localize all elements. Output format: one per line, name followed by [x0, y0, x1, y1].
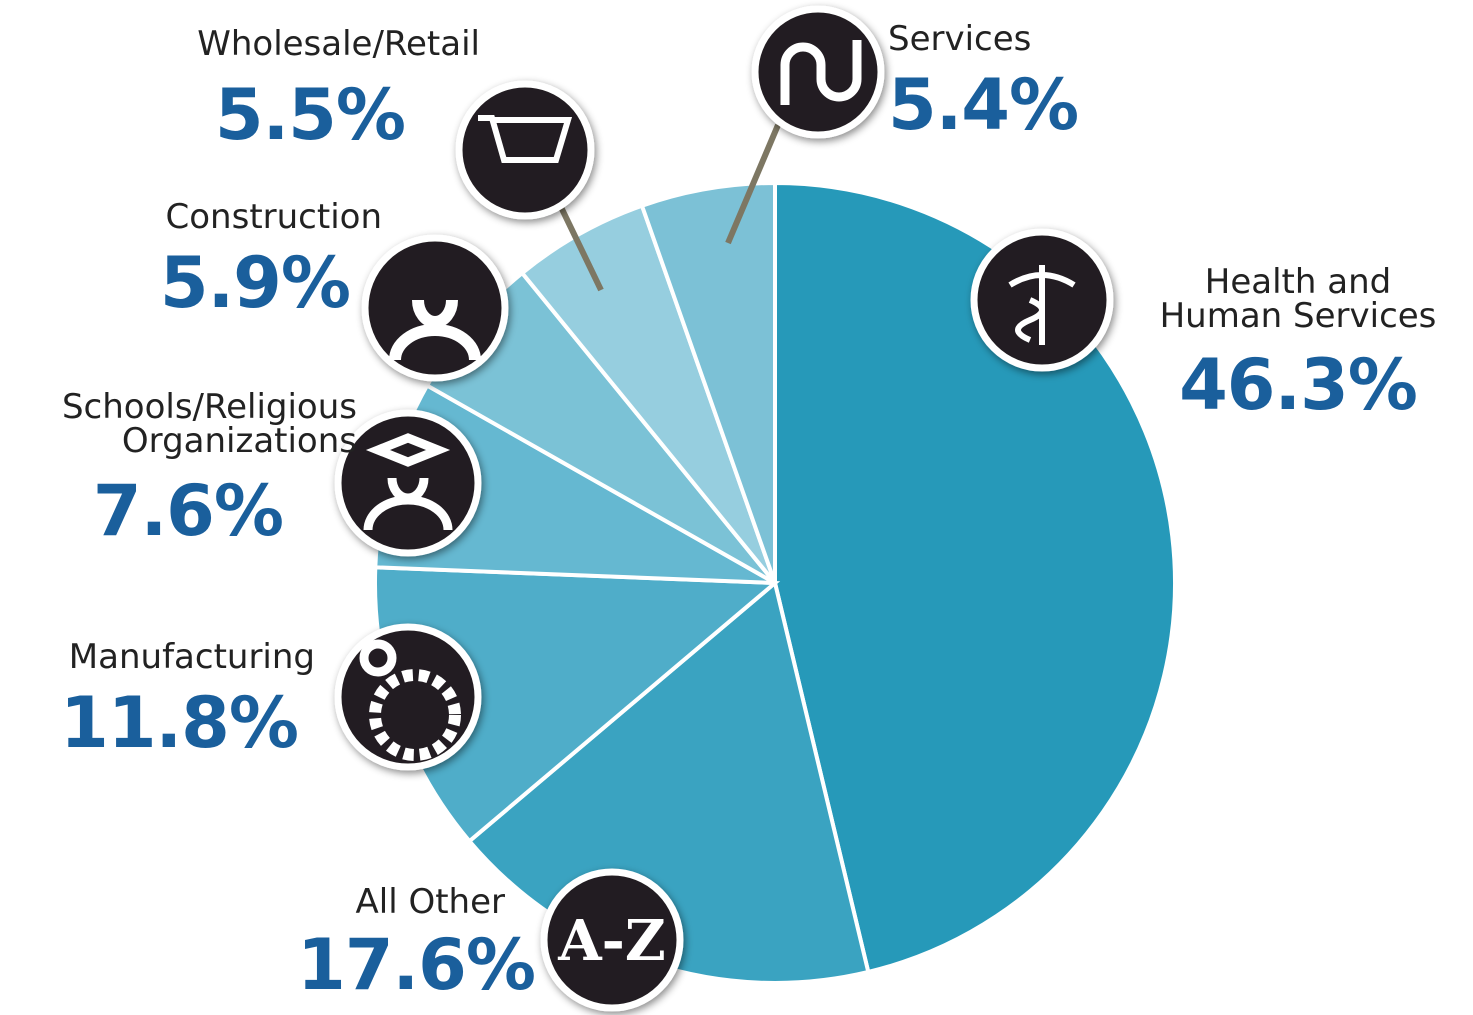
- wholesale-icon: [455, 80, 595, 220]
- all-other-icon: [540, 868, 684, 1012]
- category-label: Health and Human Services: [1159, 262, 1437, 336]
- caduceus-glyph: [1008, 265, 1076, 345]
- pie-slice: [639, 180, 777, 584]
- icon-glyphs: [359, 40, 1076, 761]
- value-label: 17.6%: [297, 924, 536, 1006]
- worker-glyph: [389, 299, 481, 361]
- value-label: 46.3%: [1179, 344, 1418, 426]
- gear-glyph: [359, 639, 397, 677]
- value-label: 5.5%: [214, 74, 406, 156]
- pie-slice: [519, 203, 777, 585]
- leader-line: [725, 123, 781, 245]
- services-glyph: [780, 40, 862, 105]
- slices: [373, 180, 1177, 985]
- category-label: Wholesale/Retail: [197, 24, 480, 64]
- category-label: Services: [888, 19, 1032, 59]
- category-label: All Other: [355, 882, 506, 922]
- manufacturing-icon: [334, 623, 482, 771]
- construction-icon: [361, 234, 509, 382]
- gear-glyph: [369, 669, 461, 761]
- category-label: Construction: [165, 197, 382, 237]
- value-label: 5.4%: [888, 64, 1079, 146]
- value-label: 5.9%: [159, 242, 351, 324]
- value-label: 7.6%: [92, 470, 284, 552]
- cart-glyph: [478, 115, 573, 163]
- category-label: Schools/Religious Organizations: [61, 387, 357, 461]
- leader-line: [557, 203, 604, 292]
- icon-text: A-Z: [557, 908, 666, 974]
- pie-slice: [773, 180, 1177, 975]
- category-label: Manufacturing: [68, 637, 315, 677]
- value-label: 11.8%: [60, 682, 299, 764]
- graduate-glyph: [363, 433, 453, 531]
